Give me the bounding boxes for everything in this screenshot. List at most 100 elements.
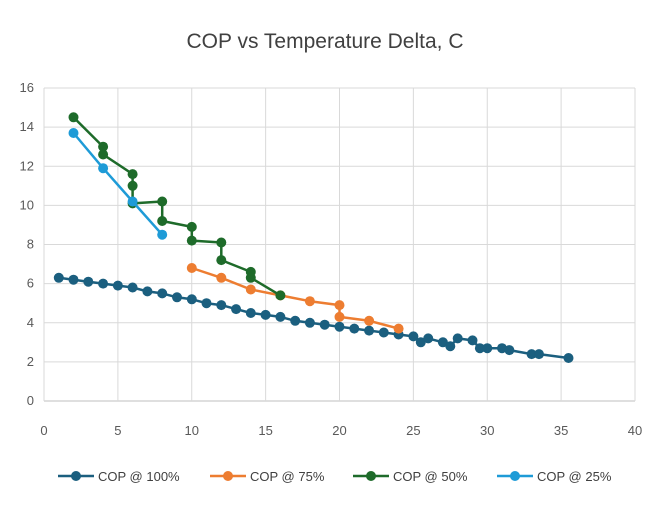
data-point xyxy=(245,308,256,318)
data-point xyxy=(437,337,448,348)
data-point xyxy=(334,300,345,311)
y-tick-label: 0 xyxy=(27,393,34,408)
series-4 xyxy=(68,128,168,240)
legend-label: COP @ 50% xyxy=(393,469,468,484)
y-tick-label: 12 xyxy=(20,158,34,173)
legend: COP @ 100% COP @ 75% COP @ 50% COP @ 25% xyxy=(58,469,612,484)
data-point xyxy=(364,325,375,336)
x-tick-label: 35 xyxy=(554,423,568,438)
data-point xyxy=(68,274,79,285)
data-point xyxy=(275,311,286,322)
data-point xyxy=(201,298,212,309)
data-point xyxy=(334,311,345,322)
data-point xyxy=(216,255,227,266)
series-3 xyxy=(68,112,286,301)
x-tick-label: 40 xyxy=(628,423,642,438)
data-point xyxy=(408,331,419,342)
legend-marker xyxy=(366,471,376,481)
data-point xyxy=(127,282,138,293)
x-tick-label: 30 xyxy=(480,423,494,438)
data-point xyxy=(474,343,485,354)
data-point xyxy=(482,343,493,354)
series-layer xyxy=(53,112,574,363)
data-point xyxy=(127,196,138,207)
axes: 0 2 4 6 8 10 12 14 16 0 5 10 15 20 25 30 35 40 xyxy=(20,80,643,438)
data-point xyxy=(364,315,375,326)
data-point xyxy=(216,272,227,283)
data-point xyxy=(142,286,153,297)
data-point xyxy=(423,333,434,344)
data-point xyxy=(467,335,478,346)
data-point xyxy=(186,263,197,273)
data-point xyxy=(231,304,242,315)
y-tick-label: 4 xyxy=(27,315,34,330)
data-point xyxy=(452,333,463,344)
data-point xyxy=(349,323,360,334)
data-point xyxy=(186,235,197,246)
legend-label: COP @ 100% xyxy=(98,469,180,484)
x-tick-label: 10 xyxy=(185,423,199,438)
data-point xyxy=(127,169,138,180)
data-point xyxy=(290,315,301,326)
legend-item: COP @ 50% xyxy=(353,469,468,484)
data-point xyxy=(260,309,271,320)
legend-item: COP @ 100% xyxy=(58,469,180,484)
y-tick-label: 6 xyxy=(27,276,34,291)
data-point xyxy=(526,349,537,360)
data-point xyxy=(157,288,168,299)
data-point xyxy=(98,278,109,289)
legend-marker xyxy=(223,471,233,481)
data-point xyxy=(534,349,544,360)
data-point xyxy=(304,296,315,307)
data-point xyxy=(563,353,574,363)
data-point xyxy=(157,229,168,240)
series-line xyxy=(72,132,164,236)
y-tick-label: 8 xyxy=(27,237,34,252)
legend-marker xyxy=(510,471,520,481)
data-point xyxy=(415,337,426,348)
x-tick-label: 15 xyxy=(258,423,272,438)
data-point xyxy=(393,323,404,334)
data-point xyxy=(275,290,286,301)
data-point xyxy=(304,317,315,328)
x-tick-label: 20 xyxy=(332,423,346,438)
data-point xyxy=(319,319,330,330)
chart-title: COP vs Temperature Delta, C xyxy=(187,30,464,53)
data-point xyxy=(98,149,109,160)
series-1 xyxy=(53,272,574,363)
data-point xyxy=(378,327,389,338)
data-point xyxy=(157,216,168,226)
legend-item: COP @ 25% xyxy=(497,469,612,484)
data-point xyxy=(334,321,345,332)
x-tick-label: 0 xyxy=(40,423,47,438)
y-tick-label: 2 xyxy=(27,354,34,369)
data-point xyxy=(112,280,123,291)
legend-label: COP @ 25% xyxy=(537,469,612,484)
data-point xyxy=(504,345,515,356)
y-tick-label: 10 xyxy=(20,197,34,212)
y-tick-label: 16 xyxy=(20,80,34,95)
data-point xyxy=(172,292,182,303)
data-point xyxy=(83,276,94,287)
data-point xyxy=(186,294,197,305)
legend-marker xyxy=(71,471,81,481)
data-point xyxy=(157,196,168,207)
data-point xyxy=(445,341,456,352)
data-point xyxy=(245,272,256,283)
data-point xyxy=(53,272,64,283)
data-point xyxy=(98,163,109,174)
data-point xyxy=(98,141,109,152)
data-point xyxy=(68,112,79,123)
y-tick-label: 14 xyxy=(20,119,34,134)
data-point xyxy=(127,180,138,191)
x-tick-label: 25 xyxy=(406,423,420,438)
legend-label: COP @ 75% xyxy=(250,469,325,484)
data-point xyxy=(216,237,227,248)
series-2 xyxy=(186,263,404,334)
x-tick-label: 5 xyxy=(114,423,121,438)
data-point xyxy=(186,221,197,232)
legend-item: COP @ 75% xyxy=(210,469,325,484)
